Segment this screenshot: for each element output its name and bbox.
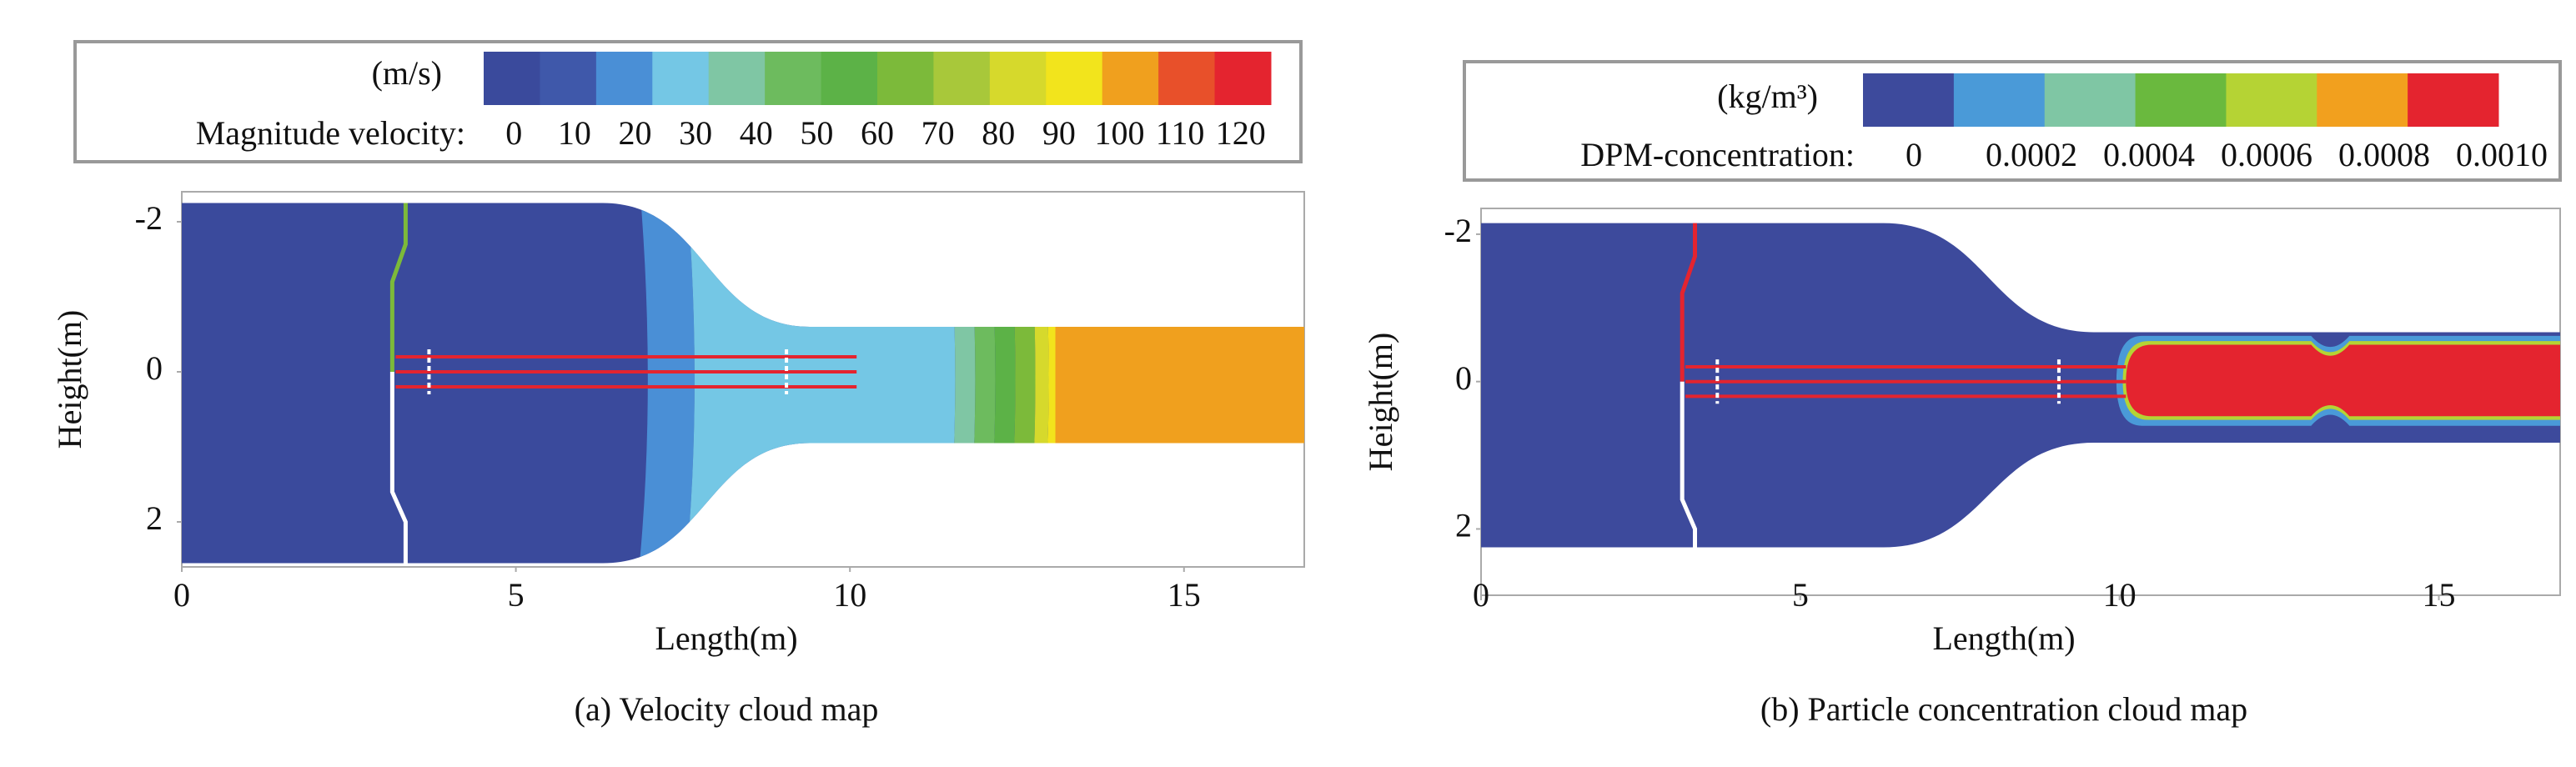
colorbar-tick-label: 0 xyxy=(1906,136,1922,173)
colorbar-cell xyxy=(2408,73,2499,127)
pipe-lower xyxy=(389,372,408,564)
x-tick-label: 0 xyxy=(1473,576,1489,614)
panel: (m/s)Magnitude velocity: 0 10 20 30 40 50 60 70 8… xyxy=(51,40,1305,728)
colorbar-cell xyxy=(989,52,1047,105)
colorbar-cell xyxy=(1953,73,2046,127)
colorbar-cell xyxy=(2135,73,2227,127)
colorbar-cell xyxy=(1158,52,1216,105)
y-axis-label: Height(m) xyxy=(51,310,88,449)
colorbar-cell xyxy=(595,52,653,105)
y-tick-label: 2 xyxy=(146,499,163,537)
colorbar-cell xyxy=(2044,73,2137,127)
colorbar-cell xyxy=(2226,73,2317,127)
colorbar-tick-label: 70 xyxy=(921,114,955,152)
colorbar-cell xyxy=(484,52,540,105)
colorbar-tick-label: 0.0006 xyxy=(2221,136,2312,173)
x-tick-label: 15 xyxy=(2423,576,2456,614)
colorbar-cell xyxy=(540,52,597,105)
y-tick-label: 0 xyxy=(146,349,163,387)
colorbar-tick-label: 10 xyxy=(558,114,591,152)
colorbar-cell xyxy=(1102,52,1159,105)
colorbar-cell xyxy=(708,52,766,105)
x-tick-label: 10 xyxy=(833,576,866,614)
x-tick-label: 10 xyxy=(2103,576,2137,614)
caption: (b) Particle concentration cloud map xyxy=(1760,690,2247,728)
colorbar-label: Magnitude velocity: xyxy=(196,114,465,152)
colorbar-tick-label: 0.0004 xyxy=(2103,136,2195,173)
colorbar-unit: (kg/m³) xyxy=(1717,78,1818,115)
colorbar-cell xyxy=(1863,73,1955,127)
colorbar-tick-label: 40 xyxy=(740,114,773,152)
colorbar-cell xyxy=(1046,52,1103,105)
y-tick-label: 2 xyxy=(1455,507,1472,544)
colorbar-tick-label: 110 xyxy=(1156,114,1205,152)
pipe-upper xyxy=(1680,223,1697,382)
colorbar-cell xyxy=(2317,73,2408,127)
x-tick-label: 5 xyxy=(508,576,525,614)
x-tick-label: 15 xyxy=(1167,576,1201,614)
y-tick-label: -2 xyxy=(1444,212,1472,249)
x-tick-label: 5 xyxy=(1792,576,1809,614)
colorbar-cell xyxy=(652,52,710,105)
colorbar-tick-label: 50 xyxy=(800,114,833,152)
colorbar-tick-label: 0 xyxy=(505,114,522,152)
colorbar-tick-label: 100 xyxy=(1094,114,1144,152)
colorbar-cell xyxy=(877,52,934,105)
pipe-upper xyxy=(389,203,408,372)
field-region xyxy=(2126,344,2560,417)
x-axis-label: Length(m) xyxy=(655,619,797,657)
colorbar-unit: (m/s) xyxy=(372,54,442,92)
colorbar-tick-label: 120 xyxy=(1216,114,1266,152)
colorbar-tick-label: 90 xyxy=(1042,114,1076,152)
colorbar-cell xyxy=(933,52,991,105)
colorbar-label: DPM-concentration: xyxy=(1580,136,1855,173)
pipe-lower xyxy=(1680,381,1697,548)
x-axis-label: Length(m) xyxy=(1932,619,2075,657)
colorbar-tick-label: 20 xyxy=(619,114,652,152)
colorbar-tick-label: 60 xyxy=(861,114,894,152)
colorbar-cell xyxy=(821,52,878,105)
colorbar-tick-label: 0.0002 xyxy=(1986,136,2077,173)
colorbar-tick-label: 0.0010 xyxy=(2456,136,2548,173)
colorbar-tick-label: 30 xyxy=(679,114,712,152)
colorbar-tick-label: 0.0008 xyxy=(2338,136,2430,173)
y-axis-label: Height(m) xyxy=(1362,333,1399,472)
colorbar-cell xyxy=(765,52,822,105)
y-tick-label: 0 xyxy=(1455,359,1472,397)
x-tick-label: 0 xyxy=(173,576,190,614)
panel: (kg/m³) DPM-concentration: 0 0.0002 0.0004 0.… xyxy=(1362,60,2562,728)
duct xyxy=(1481,223,2560,548)
colorbar-tick-label: 80 xyxy=(982,114,1015,152)
colorbar-cell xyxy=(1214,52,1272,105)
y-tick-label: -2 xyxy=(135,199,163,237)
caption: (a) Velocity cloud map xyxy=(575,690,879,728)
field xyxy=(2116,335,2560,426)
